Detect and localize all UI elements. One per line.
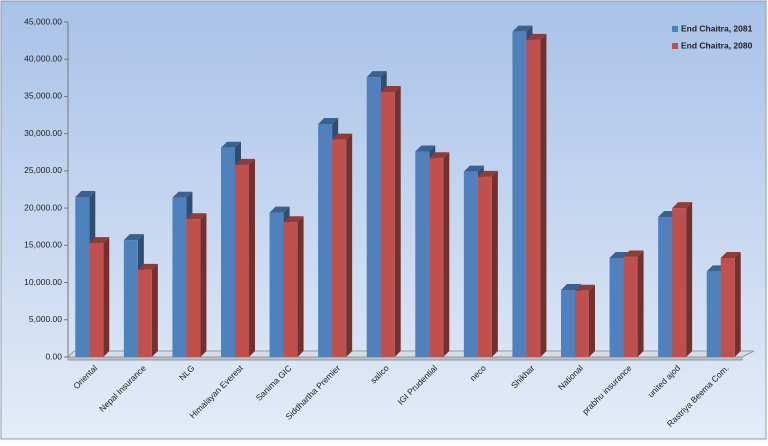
- bar: [623, 256, 638, 357]
- bar-top: [561, 284, 581, 290]
- y-tick-label: 20,000.00: [24, 202, 62, 212]
- bar-top: [75, 190, 96, 197]
- y-tick-label: 40,000.00: [24, 53, 62, 63]
- bar-side: [540, 33, 547, 357]
- bar: [429, 158, 444, 357]
- bar-top: [512, 25, 533, 32]
- y-tick-label: 0.00: [45, 351, 62, 361]
- y-tick-label: 35,000.00: [24, 91, 62, 101]
- y-tick-label: 15,000.00: [24, 240, 62, 250]
- bar: [332, 139, 347, 357]
- bar: [672, 208, 687, 357]
- y-tick-label: 45,000.00: [24, 16, 62, 26]
- bar-side: [297, 216, 304, 357]
- bar-side: [637, 250, 644, 357]
- bar-top: [366, 71, 387, 78]
- bar-top: [332, 133, 353, 140]
- bar-top: [235, 158, 255, 165]
- bar: [366, 77, 381, 357]
- bar: [123, 240, 138, 357]
- bar: [512, 31, 527, 358]
- bar: [415, 151, 430, 357]
- bar-top: [623, 250, 644, 257]
- bar-top: [172, 191, 193, 198]
- bar: [269, 212, 284, 357]
- bar: [186, 219, 201, 357]
- bar-top: [123, 234, 144, 241]
- bar: [221, 147, 235, 357]
- bar: [235, 164, 249, 357]
- bar-top: [429, 152, 450, 159]
- bar-top: [720, 251, 741, 258]
- floor-edge: [67, 356, 743, 361]
- bar: [89, 243, 104, 357]
- bar-top: [283, 216, 304, 223]
- bar: [137, 269, 152, 357]
- bar-side: [200, 213, 207, 357]
- bar-side: [346, 133, 353, 357]
- bar-top: [575, 284, 595, 291]
- floor: [66, 350, 755, 358]
- bar: [720, 257, 735, 357]
- bar-top: [380, 85, 401, 92]
- bar-side: [734, 251, 741, 357]
- bar-top: [221, 141, 241, 148]
- bar-side: [443, 152, 450, 357]
- bar: [526, 39, 541, 357]
- bar-top: [186, 213, 207, 220]
- bar-top: [672, 202, 693, 209]
- bar: [658, 217, 673, 357]
- legend-label: End Chaitra, 2080: [681, 40, 753, 50]
- bar: [380, 91, 395, 357]
- y-tick-label: 5,000.00: [29, 314, 62, 324]
- bar-side: [394, 85, 401, 357]
- legend-swatch: [672, 26, 678, 32]
- y-tick-label: 30,000.00: [24, 128, 62, 138]
- bar-side: [491, 170, 498, 357]
- bar: [172, 197, 187, 357]
- bar: [318, 123, 333, 357]
- y-tick-label: 10,000.00: [24, 277, 62, 287]
- bar: [609, 257, 624, 357]
- bar: [575, 290, 589, 357]
- bar: [477, 176, 492, 357]
- bar-side: [249, 158, 255, 357]
- bar-top: [477, 170, 498, 177]
- bar: [706, 271, 721, 357]
- bar-top: [526, 33, 547, 40]
- legend-label: End Chaitra, 2081: [681, 23, 753, 33]
- bar-side: [589, 284, 595, 357]
- bar-top: [137, 263, 158, 270]
- bar: [283, 222, 298, 357]
- bar-top: [415, 145, 436, 152]
- bar-top: [269, 206, 290, 213]
- bar: [463, 171, 478, 357]
- bar-top: [89, 237, 110, 244]
- bar-side: [686, 202, 693, 357]
- y-tick-label: 25,000.00: [24, 165, 62, 175]
- bar-side: [103, 237, 110, 357]
- legend-swatch: [672, 43, 678, 49]
- bar: [561, 290, 575, 357]
- bar: [75, 196, 90, 357]
- bar-top: [463, 165, 484, 172]
- bar-side: [151, 263, 158, 357]
- bar-top: [318, 117, 339, 124]
